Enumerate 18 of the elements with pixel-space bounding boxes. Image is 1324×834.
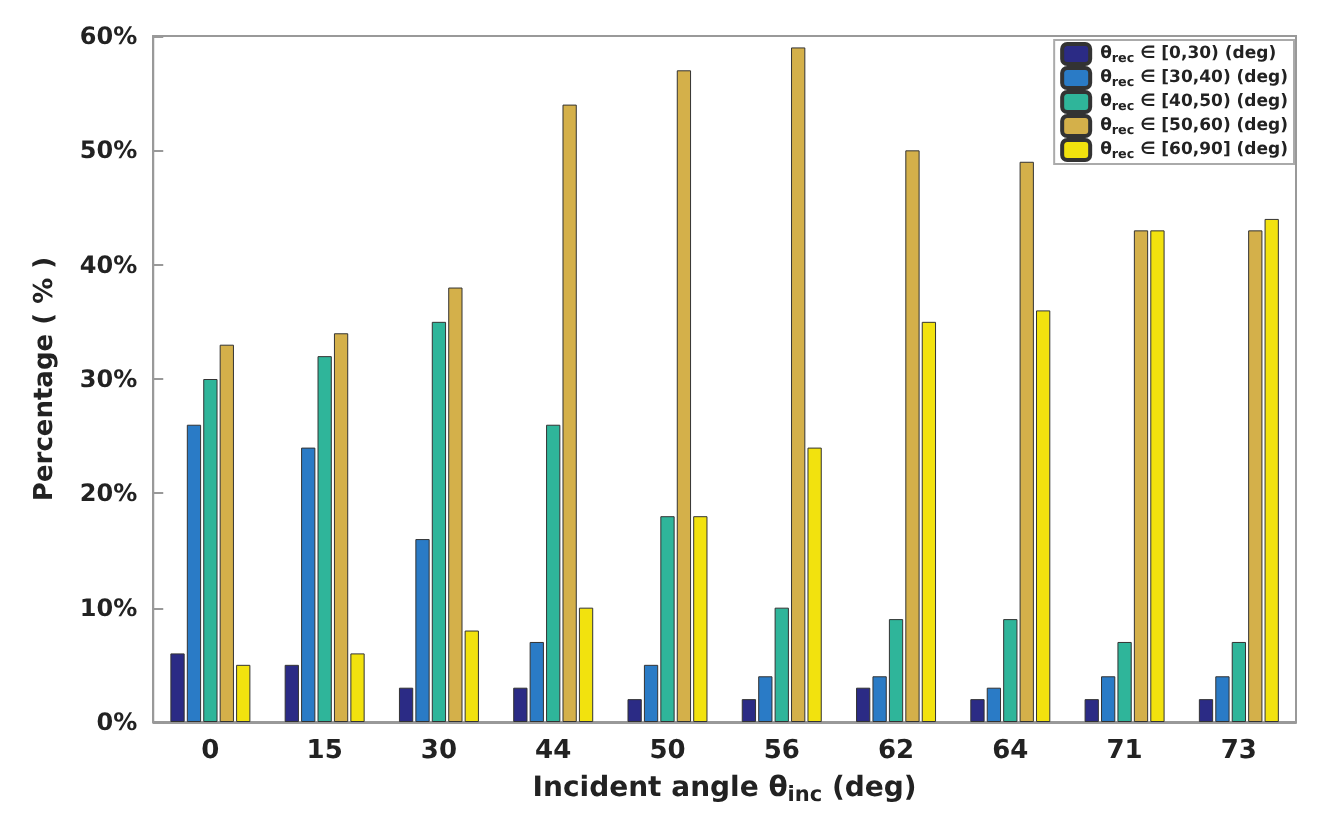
y-tick-label: 50% (79, 136, 138, 165)
y-tick-label: 10% (79, 593, 138, 622)
x-tick-label: 62 (877, 736, 915, 766)
x-tick-label: 71 (1106, 736, 1143, 766)
x-tick-label: 56 (763, 736, 800, 766)
y-axis-title: Percentage ( % ) (30, 256, 60, 502)
y-tick-label: 20% (79, 479, 138, 508)
x-tick-label: 50 (649, 736, 686, 766)
y-tick-label: 60% (79, 22, 138, 50)
x-tick-label: 15 (306, 736, 343, 766)
x-tick-label: 73 (1220, 736, 1257, 766)
x-tick-label: 44 (535, 736, 572, 766)
x-tick-label: 0 (201, 736, 220, 766)
y-tick-label: 0% (96, 708, 138, 736)
y-tick-label: 40% (79, 250, 138, 279)
x-tick-label: 64 (992, 736, 1029, 766)
y-tick-label: 30% (79, 365, 138, 393)
x-tick-label: 30 (420, 736, 458, 766)
